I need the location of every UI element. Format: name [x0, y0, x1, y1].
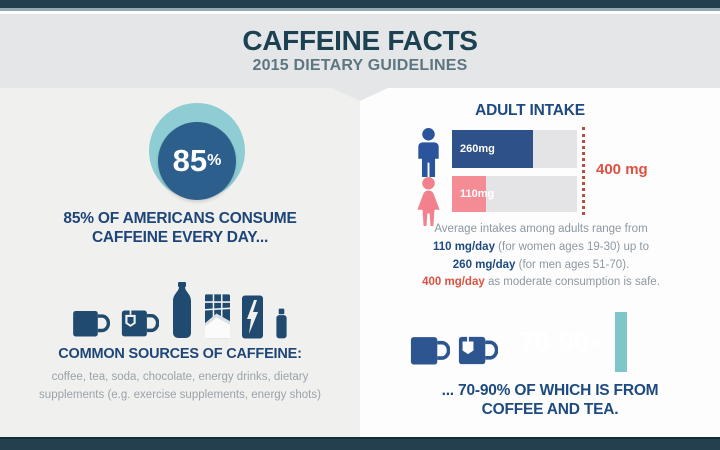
page-subtitle: 2015 DIETARY GUIDELINES — [252, 57, 468, 74]
sources-description: coffee, tea, soda, chocolate, energy dri… — [39, 371, 321, 402]
men-intake-bar-fill: 260mg — [452, 130, 534, 168]
percent-circle: 85% — [149, 103, 245, 200]
women-intake-bar-fill: 110mg — [452, 176, 494, 212]
left-caption: 85% OF AMERICANS CONSUME CAFFEINE EVERY … — [63, 210, 297, 246]
tea-cup-icon — [121, 301, 159, 339]
energy-drink-can-icon — [241, 295, 264, 339]
women-intake-value: 110mg — [460, 188, 495, 200]
header: CAFFEINE FACTS 2015 DIETARY GUIDELINES — [0, 14, 720, 88]
women-intake-bar-track: 110mg — [452, 176, 577, 212]
bottom-accent-bar — [0, 437, 720, 450]
safe-limit-dashed-line — [582, 127, 585, 215]
sources-title: COMMON SOURCES OF CAFFEINE: — [58, 346, 302, 362]
men-intake-value: 260mg — [460, 143, 495, 155]
page-title: CAFFEINE FACTS — [242, 25, 478, 56]
adult-intake-title: ADULT INTAKE — [475, 102, 585, 119]
woman-icon — [412, 177, 445, 227]
intake-description: Average intakes among adults range from … — [422, 223, 660, 289]
energy-shot-bottle-icon — [275, 308, 288, 339]
stat-7090-unit: % — [588, 334, 601, 350]
chocolate-bar-icon — [205, 294, 230, 339]
men-intake-bar-track: 260mg — [452, 130, 577, 168]
coffee-mug-icon — [410, 330, 450, 368]
soda-bottle-icon — [170, 282, 194, 339]
coffee-mug-icon — [72, 305, 110, 339]
stat-85-value: 85 — [172, 143, 208, 178]
coffee-tea-caption: ... 70-90% OF WHICH IS FROM COFFEE AND T… — [441, 382, 659, 418]
stat-7090-value: 70-90 — [519, 326, 589, 357]
percent-circle-inner: 85% — [158, 122, 236, 200]
man-icon — [412, 128, 445, 178]
coffee-tea-stat-box: 70-90% — [505, 312, 627, 372]
safe-limit-label: 400 mg — [596, 161, 648, 178]
top-accent-bar — [0, 0, 720, 11]
header-notch — [332, 88, 388, 101]
coffee-tea-icons — [410, 312, 500, 368]
caffeine-source-icons — [0, 281, 360, 339]
tea-cup-icon — [458, 324, 498, 368]
stat-85-unit: % — [207, 152, 222, 169]
